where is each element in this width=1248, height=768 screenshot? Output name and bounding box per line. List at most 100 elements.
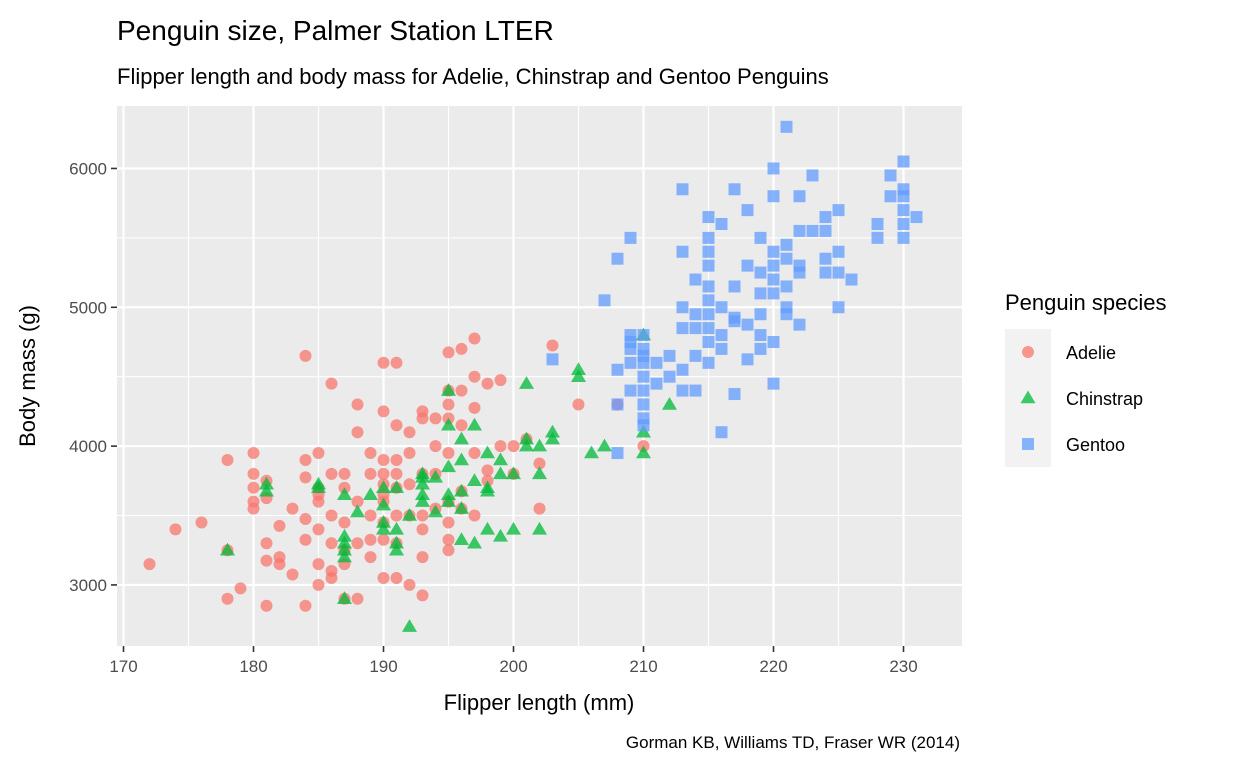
chinstrap-point xyxy=(493,452,508,466)
adelie-point xyxy=(221,592,234,605)
gentoo-point xyxy=(715,329,728,342)
adelie-point xyxy=(351,426,364,439)
chinstrap-point xyxy=(428,469,443,483)
gentoo-point xyxy=(897,190,910,203)
adelie-point xyxy=(247,481,260,494)
chinstrap-point xyxy=(441,383,456,396)
chinstrap-point xyxy=(506,521,521,535)
adelie-point xyxy=(195,516,208,529)
x-tick-label: 170 xyxy=(109,657,137,676)
x-tick-label: 210 xyxy=(629,657,657,676)
adelie-point xyxy=(299,471,312,484)
chinstrap-point xyxy=(415,466,430,480)
adelie-point xyxy=(533,502,546,515)
adelie-point xyxy=(299,512,312,525)
chinstrap-point xyxy=(376,480,391,493)
gentoo-point xyxy=(624,356,637,369)
adelie-point xyxy=(260,599,273,612)
chinstrap-point xyxy=(441,417,456,431)
adelie-point xyxy=(325,509,338,522)
adelie-point xyxy=(442,544,455,557)
adelie-point xyxy=(390,356,403,369)
gentoo-point xyxy=(676,384,689,397)
gentoo-point xyxy=(689,384,702,397)
chinstrap-point xyxy=(389,480,404,493)
adelie-point xyxy=(286,502,299,515)
adelie-point xyxy=(442,533,455,546)
chinstrap-point xyxy=(389,542,404,556)
chinstrap-point xyxy=(467,535,482,549)
gentoo-point xyxy=(637,329,650,342)
gentoo-point xyxy=(819,266,832,279)
legend-key-adelie xyxy=(1022,346,1034,358)
chinstrap-point xyxy=(441,459,456,473)
adelie-point xyxy=(507,440,520,453)
adelie-point xyxy=(312,447,325,460)
adelie-point xyxy=(247,502,260,515)
adelie-point xyxy=(299,349,312,362)
chinstrap-point xyxy=(636,445,651,459)
gentoo-point xyxy=(884,190,897,203)
gentoo-point xyxy=(728,183,741,196)
chinstrap-point xyxy=(337,487,352,500)
gentoo-point xyxy=(702,259,715,272)
gentoo-point xyxy=(689,308,702,321)
legend-label-chinstrap: Chinstrap xyxy=(1066,389,1143,409)
gentoo-point xyxy=(676,301,689,314)
gentoo-point xyxy=(689,349,702,362)
adelie-point xyxy=(403,447,416,460)
adelie-point xyxy=(468,332,481,345)
gentoo-point xyxy=(754,329,767,342)
adelie-point xyxy=(390,571,403,584)
adelie-point xyxy=(429,412,442,425)
chinstrap-point xyxy=(337,528,352,542)
gentoo-point xyxy=(650,356,663,369)
adelie-point xyxy=(351,592,364,605)
gentoo-point xyxy=(767,335,780,348)
adelie-point xyxy=(390,453,403,466)
adelie-point xyxy=(221,453,234,466)
adelie-point xyxy=(312,578,325,591)
adelie-point xyxy=(481,377,494,390)
gentoo-point xyxy=(663,349,676,362)
chinstrap-point xyxy=(571,362,586,376)
x-tick-label: 190 xyxy=(369,657,397,676)
adelie-point xyxy=(429,440,442,453)
chinstrap-point xyxy=(376,521,391,535)
gentoo-point xyxy=(702,280,715,293)
gentoo-point xyxy=(897,217,910,230)
adelie-point xyxy=(351,537,364,550)
adelie-point xyxy=(403,426,416,439)
adelie-point xyxy=(481,464,494,477)
gentoo-point xyxy=(806,169,819,182)
gentoo-point xyxy=(832,245,845,258)
gentoo-point xyxy=(767,190,780,203)
adelie-point xyxy=(247,467,260,480)
gentoo-point xyxy=(689,273,702,286)
adelie-point xyxy=(169,523,182,536)
adelie-point xyxy=(338,467,351,480)
gentoo-point xyxy=(676,322,689,335)
adelie-point xyxy=(442,346,455,359)
chinstrap-point xyxy=(259,483,274,497)
adelie-point xyxy=(377,405,390,418)
adelie-point xyxy=(494,374,507,387)
chinstrap-point xyxy=(441,487,456,500)
gentoo-point xyxy=(741,318,754,331)
plot-panel xyxy=(117,106,962,646)
gentoo-point xyxy=(754,308,767,321)
adelie-point xyxy=(468,370,481,383)
chart-subtitle: Flipper length and body mass for Adelie,… xyxy=(117,64,829,89)
gentoo-point xyxy=(663,370,676,383)
gentoo-point xyxy=(754,342,767,355)
adelie-point xyxy=(416,509,429,522)
gentoo-point xyxy=(676,183,689,196)
adelie-point xyxy=(416,551,429,564)
gentoo-point xyxy=(741,259,754,272)
chinstrap-point xyxy=(467,417,482,431)
chinstrap-point xyxy=(545,431,560,445)
chinstrap-point xyxy=(350,504,365,518)
series-gentoo xyxy=(546,120,923,460)
adelie-point xyxy=(416,589,429,602)
adelie-point xyxy=(377,453,390,466)
